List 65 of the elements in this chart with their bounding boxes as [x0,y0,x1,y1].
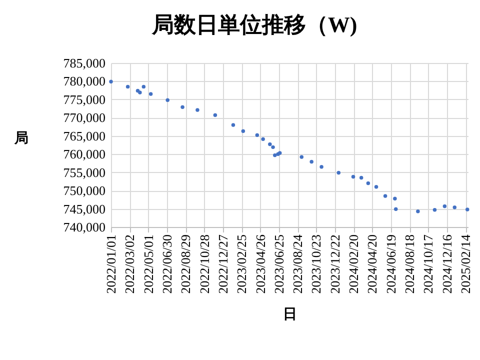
x-tick-label: 2024/02/20 [346,234,362,294]
x-tick-label: 2022/12/27 [215,234,230,294]
y-tick-label: 770,000 [63,110,106,126]
y-tick-label: 750,000 [63,183,106,198]
x-tick-label: 2025/02/14 [458,234,474,294]
point [213,113,218,117]
point [138,90,142,94]
x-tick-label: 2024/04/20 [364,234,380,294]
point [310,160,314,164]
x-tick-label: 2024/08/18 [402,234,418,294]
chart-title: 局数日単位推移（W) [150,12,358,37]
point [271,145,275,150]
x-tick-label: 2022/06/30 [159,234,174,294]
point [166,98,170,102]
point [442,204,447,208]
y-tick-label: 755,000 [63,164,106,180]
y-tick-label: 745,000 [63,201,106,216]
point [196,108,200,112]
y-tick-label: 760,000 [63,146,106,162]
x-tick-label: 2023/02/25 [234,234,250,294]
x-tick-label: 2023/06/25 [271,234,286,294]
point [394,207,398,212]
x-tick-label: 2023/08/24 [290,234,306,294]
point [241,129,246,134]
y-tick-label: 740,000 [63,220,106,234]
point [268,142,272,146]
point [255,133,260,138]
x-tick-label: 2022/03/02 [122,234,138,294]
point [261,137,265,142]
y-tick-label: 775,000 [63,92,106,107]
point [109,80,113,84]
x-tick-label: 2023/04/26 [252,234,268,294]
y-tick-label: 780,000 [63,74,106,89]
x-tick-label: 2022/08/29 [178,234,194,294]
point [148,92,153,96]
x-tick-label: 2024/06/19 [383,234,398,294]
x-tick-label: 2022/10/28 [196,234,212,294]
point [142,84,146,89]
point [231,123,236,127]
point [320,165,324,169]
point [452,205,456,210]
point [300,155,304,159]
point [374,185,378,189]
point [466,208,470,212]
x-axis-title: 日 [283,308,297,323]
point [416,209,420,214]
point [273,153,277,158]
point [366,181,370,186]
y-axis-title: 局 [14,130,28,146]
y-tick-label: 765,000 [63,128,106,144]
x-tick-label: 2024/12/16 [439,234,454,294]
x-tick-label: 2024/10/17 [420,234,436,294]
x-tick-label: 2022/05/01 [140,234,156,294]
y-tick-label: 785,000 [63,56,106,70]
x-tick-label: 2023/12/22 [327,234,342,294]
point [336,170,341,175]
x-tick-label: 2023/10/23 [308,234,324,294]
point [180,105,184,109]
point [393,196,397,200]
point [383,194,388,198]
point [359,176,364,180]
point [351,174,356,179]
point [432,208,437,212]
point [126,84,130,89]
x-tick-label: 2022/01/01 [104,234,118,294]
